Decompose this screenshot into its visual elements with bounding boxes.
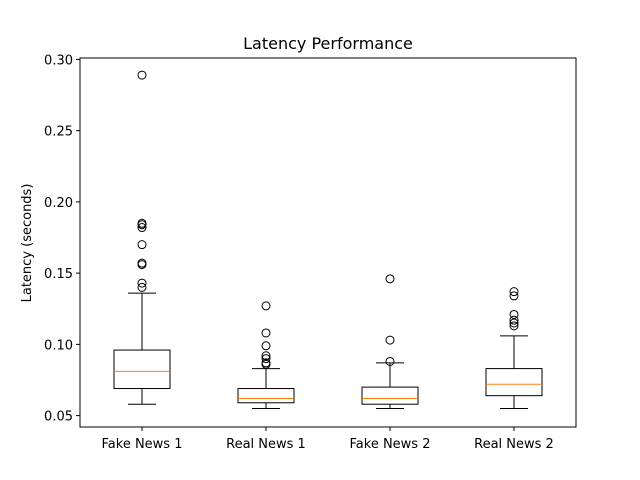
outlier-point [137,240,147,250]
outlier-point [509,309,519,319]
outlier-point [261,354,271,364]
iqr-box [237,388,295,404]
x-tick-label: Fake News 1 [102,437,183,452]
axes-ticks: Fake News 1 Real News 1 Fake News 2 Real Ne… [44,53,554,452]
outlier-point [137,260,147,270]
iqr-box [361,386,419,405]
x-tick-label: Real News 2 [474,437,554,452]
box-group-3 [361,274,419,409]
outlier-point [137,223,147,233]
y-tick-label: 0.20 [44,196,73,211]
outlier-point [509,321,519,331]
outlier-point [137,220,147,230]
y-tick-label: 0.25 [44,125,73,140]
box-group-1 [113,70,171,405]
y-tick-label: 0.05 [44,410,73,425]
outlier-point [137,278,147,288]
x-tick-label: Fake News 2 [350,437,431,452]
chart-title: Latency Performance [243,34,413,53]
outlier-point [261,341,271,351]
outlier-point [261,359,271,369]
x-tick-label: Real News 1 [226,437,306,452]
outlier-point [385,274,395,284]
outlier-point [261,301,271,311]
outlier-point [261,328,271,338]
plot-frame [79,57,577,428]
outlier-point [509,318,519,328]
outlier-point [509,291,519,301]
box-group-2 [237,301,295,409]
outlier-point [509,287,519,297]
y-axis-label: Latency (seconds) [20,184,35,303]
y-tick-label: 0.30 [44,53,73,68]
iqr-box [485,368,543,397]
iqr-box [113,349,171,390]
outlier-point [137,70,147,80]
outlier-point [385,356,395,366]
y-tick-label: 0.15 [44,267,73,282]
box-group-4 [485,287,543,409]
outlier-point [137,282,147,292]
y-tick-label: 0.10 [44,338,73,353]
plot-marks [113,70,543,409]
outlier-point [509,315,519,325]
outlier-point [385,335,395,345]
outlier-point [261,351,271,361]
